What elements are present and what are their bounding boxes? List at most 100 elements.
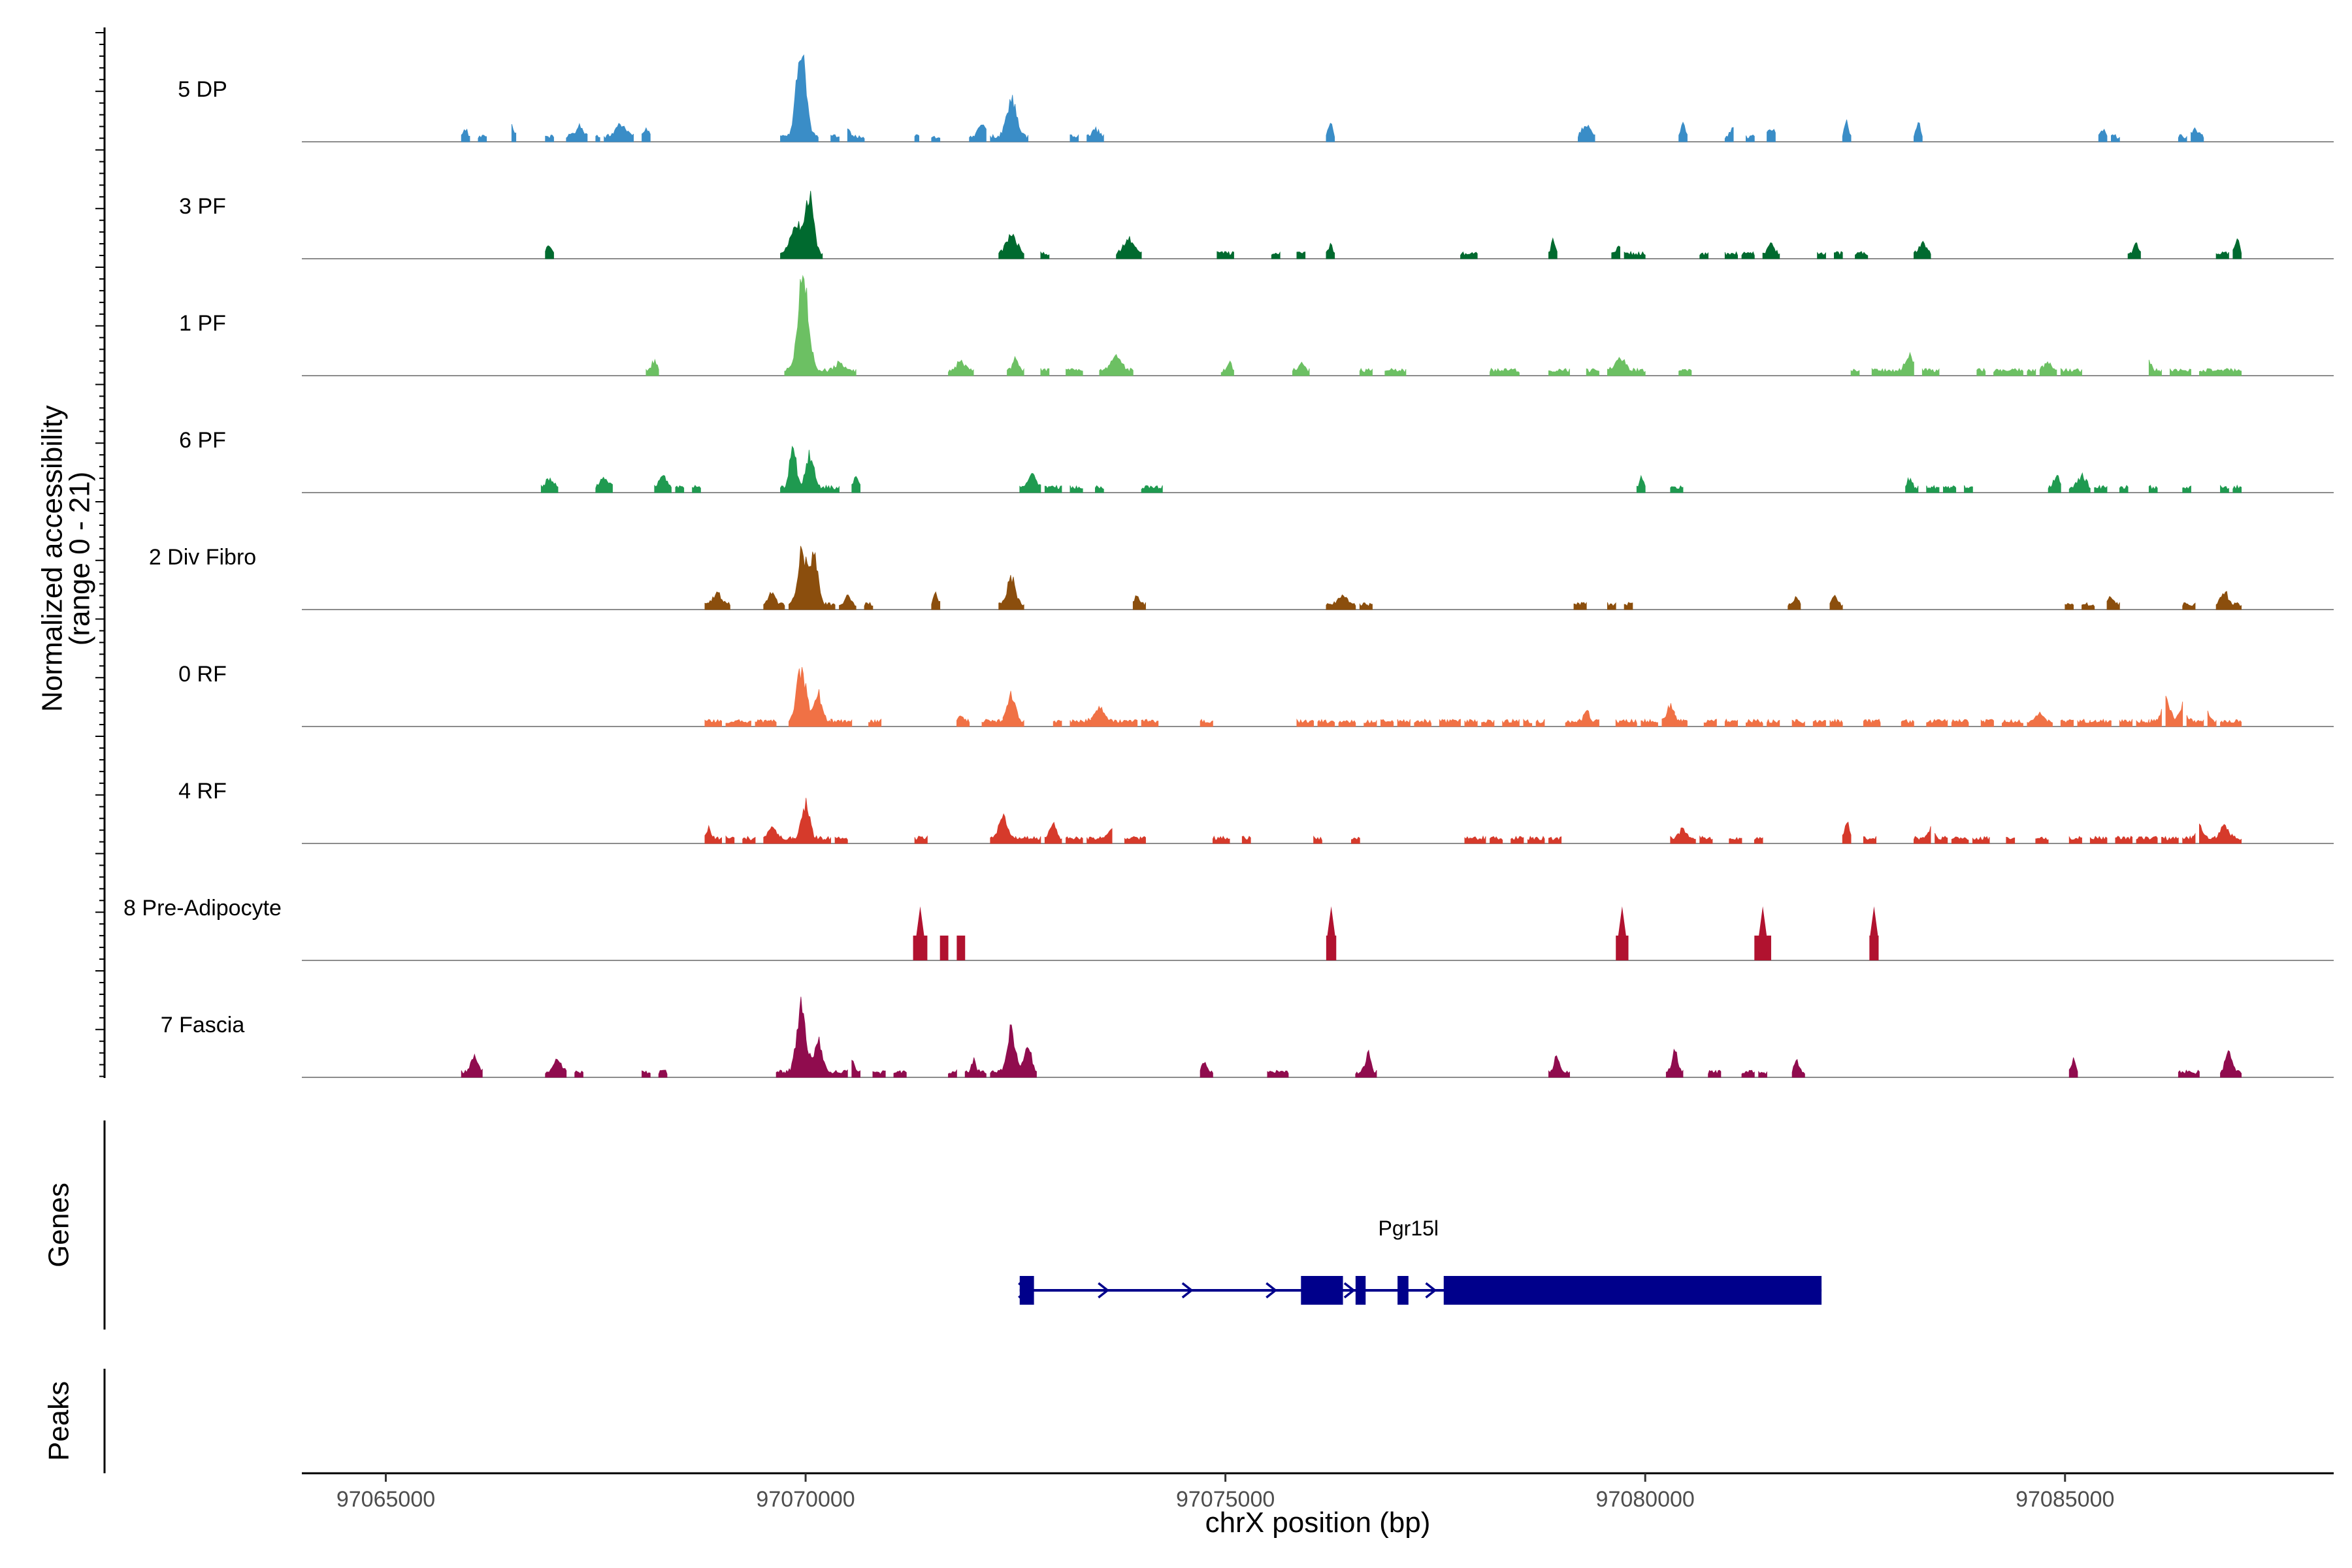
coverage-area xyxy=(2039,361,2057,376)
track-4-rf: 4 RF xyxy=(178,779,2334,844)
coverage-area xyxy=(977,1069,987,1078)
coverage-area xyxy=(1951,719,1969,727)
coverage-area xyxy=(1241,836,1251,844)
x-tick-label: 97085000 xyxy=(2016,1487,2114,1512)
coverage-area xyxy=(1741,1070,1755,1078)
coverage-area xyxy=(1099,353,1134,376)
coverage-area xyxy=(2148,359,2162,376)
coverage-area xyxy=(1070,134,1079,142)
gene-strand-arrow xyxy=(1181,1282,1194,1299)
coverage-area xyxy=(1296,718,1314,727)
coverage-area xyxy=(1741,251,1755,259)
coverage-area xyxy=(1397,719,1411,727)
x-axis-title: chrX position (bp) xyxy=(1205,1507,1431,1539)
coverage-area xyxy=(478,135,487,142)
coverage-area xyxy=(2098,129,2108,142)
coverage-area xyxy=(1641,718,1658,727)
coverage-area xyxy=(1762,242,1780,259)
coverage-area xyxy=(851,476,860,493)
coverage-area xyxy=(780,54,819,142)
coverage-area xyxy=(2035,836,2049,844)
coverage-spike xyxy=(1759,906,1767,936)
coverage-area xyxy=(1565,720,1578,727)
gene-strand-arrow xyxy=(1343,1282,1356,1299)
coverage-area xyxy=(2178,1070,2200,1078)
coverage-area xyxy=(1351,836,1360,844)
coverage-area xyxy=(784,274,857,376)
coverage-area xyxy=(1972,836,1990,844)
coverage-area xyxy=(1040,251,1050,259)
coverage-area xyxy=(2068,1057,2078,1078)
coverage-area xyxy=(2060,719,2074,727)
coverage-area xyxy=(1817,252,1826,259)
coverage-area xyxy=(1921,368,1940,376)
track-label: 8 Pre-Adipocyte xyxy=(123,896,282,921)
coverage-area xyxy=(2148,709,2162,727)
genes-track-label: Genes xyxy=(43,1183,75,1267)
track-2-div-fibro: 2 Div Fibro xyxy=(149,545,2334,610)
coverage-area xyxy=(948,1069,957,1078)
coverage-area xyxy=(1624,250,1646,259)
coverage-area xyxy=(1788,596,1801,610)
coverage-area xyxy=(725,719,751,727)
coverage-area xyxy=(1132,595,1146,610)
gene-utr-block xyxy=(1443,1276,1822,1305)
coverage-area xyxy=(1548,1055,1570,1078)
coverage-area xyxy=(1015,836,1041,844)
coverage-area xyxy=(545,1058,567,1078)
coverage-area xyxy=(2207,710,2217,727)
genes-panel: Genes Pgr15l xyxy=(43,1120,1822,1330)
coverage-area xyxy=(2068,472,2091,493)
coverage-area xyxy=(1674,714,1688,727)
coverage-area xyxy=(2215,591,2242,610)
coverage-area xyxy=(981,719,1004,727)
coverage-area xyxy=(1951,836,1969,844)
coverage-area xyxy=(1326,123,1335,142)
coverage-area xyxy=(2232,238,2242,259)
coverage-area xyxy=(763,826,794,844)
coverage-area xyxy=(1708,1070,1722,1078)
coverage-area xyxy=(1661,703,1675,727)
coverage-area xyxy=(931,136,941,142)
coverage-area xyxy=(1791,1058,1805,1078)
coverage-area xyxy=(1066,836,1083,844)
coverage-area xyxy=(1380,719,1394,727)
coverage-area xyxy=(1355,1049,1377,1078)
gene-pgr15l: Pgr15l xyxy=(1018,1217,1822,1305)
coverage-area xyxy=(1746,719,1763,727)
gene-exon xyxy=(1301,1276,1343,1305)
coverage-area xyxy=(704,825,722,844)
coverage-area xyxy=(2136,719,2149,727)
coverage-spike xyxy=(1870,906,1878,936)
coverage-area xyxy=(2068,836,2082,844)
coverage-area xyxy=(574,1070,583,1078)
x-axis: 97065000 97070000 97075000 97080000 97085000… xyxy=(302,1472,2334,1539)
gene-strand-arrow xyxy=(1266,1282,1278,1299)
coverage-area xyxy=(654,475,672,493)
x-ticks: 97065000 97070000 97075000 97080000 97085000 xyxy=(336,1473,2114,1512)
coverage-area xyxy=(1460,251,1478,259)
coverage-area xyxy=(914,835,928,844)
coverage-area xyxy=(2136,836,2158,844)
coverage-area xyxy=(1914,122,1923,142)
coverage-area xyxy=(642,127,651,142)
coverage-tracks: 5 DP 3 PF 1 PF 6 PF 2 Div Fibro 0 RF 4 RF 8 Pre… xyxy=(123,54,2334,1078)
coverage-area xyxy=(2082,602,2095,610)
coverage-area xyxy=(830,1069,848,1078)
coverage-area xyxy=(545,245,554,259)
coverage-area xyxy=(604,123,634,142)
coverage-area xyxy=(1217,251,1234,259)
coverage-area xyxy=(2048,474,2061,493)
coverage-area xyxy=(1200,1062,1213,1078)
coverage-area xyxy=(2119,719,2132,727)
coverage-area xyxy=(1086,126,1104,142)
coverage-area xyxy=(1615,719,1637,727)
coverage-area xyxy=(1611,245,1620,259)
coverage-area xyxy=(1116,236,1142,259)
coverage-area xyxy=(692,485,701,493)
coverage-block xyxy=(939,936,949,960)
coverage-area xyxy=(1607,357,1646,376)
coverage-area xyxy=(1141,485,1163,493)
coverage-area xyxy=(1502,718,1520,727)
